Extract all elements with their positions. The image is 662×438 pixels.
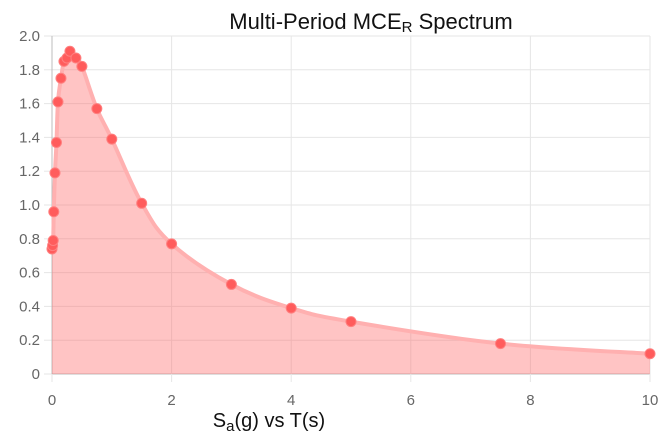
y-tick-label: 0.2 (19, 332, 40, 349)
x-axis-label-main: S (213, 410, 226, 432)
y-tick-label: 1.4 (19, 129, 40, 146)
data-point[interactable] (91, 103, 103, 115)
data-point[interactable] (644, 348, 656, 360)
data-point[interactable] (55, 72, 67, 84)
data-point[interactable] (47, 234, 59, 246)
x-tick-label: 6 (407, 392, 415, 409)
y-tick-label: 0 (32, 366, 40, 383)
y-tick-label: 1.0 (19, 197, 40, 214)
data-point[interactable] (49, 167, 61, 179)
data-point[interactable] (136, 197, 148, 209)
spectrum-area-fill (52, 51, 650, 375)
chart-title-subscript: R (402, 19, 413, 36)
y-tick-label: 0.4 (19, 298, 40, 315)
tick-layer: 0 0.2 0.4 0.6 0.8 1.0 1.2 1.4 1.6 1.8 2.0 0 2 4 6 8 10 (19, 28, 658, 409)
chart-title: Multi-Period MCER Spectrum (229, 9, 512, 36)
data-point[interactable] (345, 316, 357, 328)
x-tick-label: 10 (642, 392, 659, 409)
series-layer (46, 45, 656, 375)
data-point[interactable] (48, 206, 60, 218)
x-axis-label: Sa(g) vs T(s) (213, 410, 325, 435)
y-tick-label: 1.6 (19, 96, 40, 113)
y-tick-label: 1.8 (19, 62, 40, 79)
data-point[interactable] (106, 133, 118, 145)
data-point[interactable] (50, 136, 62, 148)
data-point[interactable] (495, 338, 506, 350)
data-point[interactable] (52, 96, 64, 108)
data-point[interactable] (166, 238, 178, 250)
data-point[interactable] (64, 45, 76, 57)
data-point[interactable] (225, 278, 237, 290)
x-tick-label: 8 (526, 392, 534, 409)
x-axis-label-tail: (g) vs T(s) (234, 410, 325, 432)
data-point[interactable] (70, 52, 82, 64)
y-tick-label: 1.2 (19, 163, 40, 180)
grid-layer (44, 35, 651, 382)
y-tick-label: 2.0 (19, 28, 40, 45)
chart-title-main: Multi-Period MCE (229, 9, 401, 34)
x-tick-label: 0 (48, 392, 56, 409)
x-tick-label: 4 (287, 392, 295, 409)
y-tick-label: 0.6 (19, 265, 40, 282)
y-tick-label: 0.8 (19, 231, 40, 248)
data-point[interactable] (285, 302, 297, 314)
chart-title-tail: Spectrum (412, 9, 512, 34)
x-tick-label: 2 (167, 392, 175, 409)
data-point[interactable] (76, 60, 88, 72)
x-axis-label-subscript: a (226, 418, 235, 435)
